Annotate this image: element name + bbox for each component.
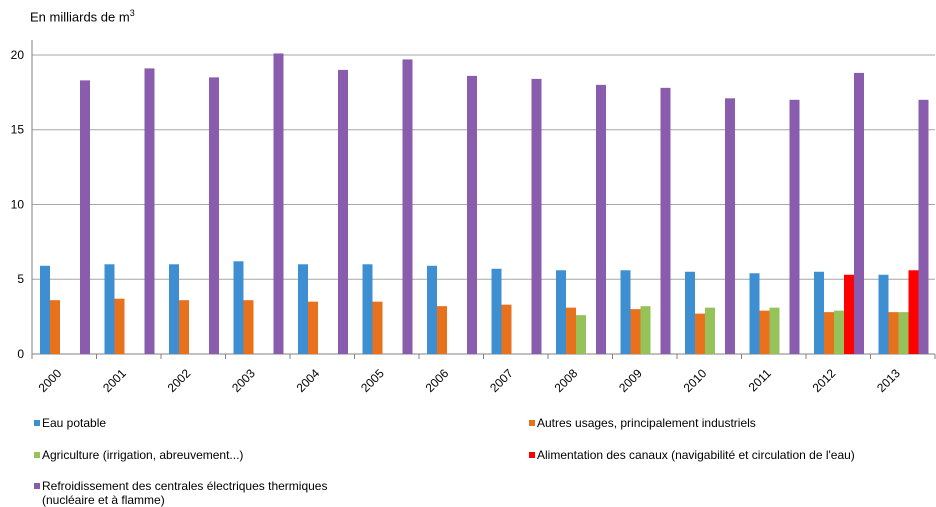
bar	[834, 310, 844, 354]
bar	[814, 271, 824, 354]
bar	[427, 265, 437, 354]
x-tick-label: 2002	[165, 366, 194, 395]
bar	[338, 69, 348, 355]
bar	[104, 264, 115, 354]
y-tick-label: 0	[17, 347, 24, 361]
x-tick-label: 2008	[552, 366, 581, 395]
bar	[695, 313, 705, 354]
bar	[501, 304, 512, 354]
bar	[556, 270, 566, 354]
bar	[273, 53, 284, 354]
x-tick-label: 2003	[229, 366, 258, 395]
bar	[362, 264, 373, 354]
bar	[898, 312, 909, 354]
bar	[749, 273, 760, 354]
bar	[233, 261, 244, 354]
bar	[620, 270, 631, 354]
bar	[888, 312, 899, 354]
bar	[531, 78, 542, 354]
bar	[660, 87, 671, 354]
bar	[114, 298, 125, 354]
bar	[40, 265, 50, 354]
bar	[179, 300, 189, 354]
x-tick-label: 2009	[616, 366, 645, 395]
bar	[725, 98, 735, 354]
x-tick-label: 2012	[810, 366, 839, 395]
bar	[685, 271, 695, 354]
bar	[596, 84, 606, 354]
bar	[467, 75, 477, 354]
x-tick-label: 2000	[36, 366, 65, 395]
bar	[640, 306, 651, 354]
x-tick-label: 2010	[681, 366, 710, 395]
bar	[50, 300, 60, 354]
bar	[824, 312, 834, 354]
x-tick-label: 2011	[746, 366, 774, 394]
x-tick-label: 2013	[874, 366, 903, 395]
bar	[209, 77, 219, 354]
bar	[144, 68, 155, 355]
bar	[918, 99, 929, 354]
bar	[878, 274, 889, 354]
y-tick-label: 5	[17, 272, 24, 286]
bar	[576, 315, 586, 354]
bar	[759, 310, 770, 354]
bar	[789, 99, 800, 354]
bar	[402, 59, 413, 354]
bar	[908, 270, 919, 354]
x-tick-label: 2004	[294, 366, 323, 395]
y-tick-label: 10	[11, 197, 25, 211]
y-tick-label: 15	[11, 123, 25, 137]
bar	[243, 300, 254, 354]
bar	[80, 80, 90, 354]
bar	[854, 72, 864, 355]
x-tick-label: 2007	[487, 366, 516, 395]
x-tick-label: 2005	[358, 366, 387, 395]
bar	[372, 301, 383, 354]
bar	[169, 264, 179, 354]
bar	[298, 264, 308, 354]
bar	[308, 301, 318, 354]
bar	[705, 307, 715, 354]
x-tick-label: 2001	[100, 366, 129, 395]
y-tick-label: 20	[11, 48, 25, 62]
bar	[769, 307, 780, 354]
bar	[630, 309, 641, 354]
bar	[491, 268, 502, 354]
bar	[437, 306, 447, 354]
bar	[844, 274, 854, 354]
unit-label: En milliards de m3	[30, 8, 135, 25]
x-tick-label: 2006	[423, 366, 452, 395]
bar	[566, 307, 576, 354]
